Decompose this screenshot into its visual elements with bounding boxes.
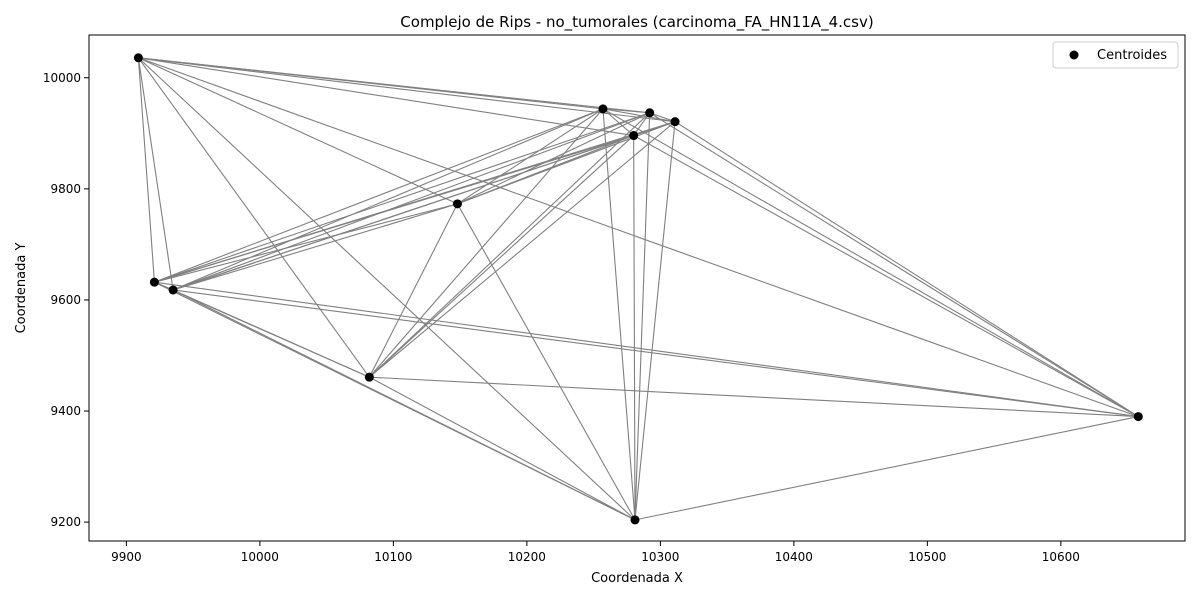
x-tick-label: 10200 xyxy=(508,550,546,564)
edge-2-5 xyxy=(457,112,650,205)
centroid-point xyxy=(149,277,159,287)
centroid-point xyxy=(598,104,608,114)
legend: Centroides xyxy=(1052,41,1179,69)
y-tick-label: 9800 xyxy=(50,182,81,196)
points-layer xyxy=(133,53,1143,525)
edge-1-9 xyxy=(602,108,1139,418)
edge-4-7 xyxy=(172,135,634,291)
edge-0-6 xyxy=(137,57,155,283)
y-axis-ticks: 9200 9400 9600 9800 10000 xyxy=(43,71,89,529)
y-tick-label: 9200 xyxy=(50,515,81,529)
centroid-point xyxy=(1133,412,1143,422)
edge-1-6 xyxy=(154,108,604,283)
edge-2-6 xyxy=(154,112,650,283)
edge-1-3 xyxy=(602,108,676,123)
edge-4-8 xyxy=(368,135,635,378)
centroid-point xyxy=(364,372,374,382)
edge-4-9 xyxy=(633,135,1139,418)
x-tick-label: 10300 xyxy=(641,550,679,564)
y-tick-label: 9600 xyxy=(50,293,81,307)
edge-4-5 xyxy=(457,135,634,205)
x-tick-label: 10400 xyxy=(775,550,813,564)
legend-marker xyxy=(1069,50,1079,60)
edge-1-7 xyxy=(172,108,604,291)
edge-3-9 xyxy=(674,121,1139,418)
edge-1-5 xyxy=(457,108,604,205)
centroid-point xyxy=(168,285,178,295)
edges-layer xyxy=(137,57,1139,521)
edge-5-10 xyxy=(456,203,636,521)
x-axis-label: Coordenada X xyxy=(591,571,683,586)
edge-1-8 xyxy=(368,108,604,378)
edge-7-10 xyxy=(172,289,636,521)
edge-7-9 xyxy=(173,289,1139,418)
edge-6-9 xyxy=(154,281,1139,418)
x-tick-label: 9900 xyxy=(111,550,142,564)
x-tick-label: 10000 xyxy=(241,550,279,564)
y-tick-label: 9400 xyxy=(50,404,81,418)
edge-3-8 xyxy=(368,121,676,378)
centroid-point xyxy=(452,199,462,209)
edge-8-9 xyxy=(369,376,1139,418)
edge-2-10 xyxy=(634,112,651,520)
edge-0-4 xyxy=(138,57,634,137)
legend-box xyxy=(1052,41,1179,69)
x-tick-label: 10500 xyxy=(908,550,946,564)
edge-2-8 xyxy=(368,112,651,378)
edge-0-9 xyxy=(138,57,1139,418)
x-axis-ticks: 9900 10000 10100 10200 10300 10400 10500 10600 xyxy=(111,541,1080,564)
centroid-point xyxy=(670,117,680,127)
y-tick-label: 10000 xyxy=(43,71,81,85)
edge-1-4 xyxy=(602,108,635,136)
edge-5-7 xyxy=(172,203,458,291)
edge-8-10 xyxy=(369,376,636,521)
centroid-point xyxy=(629,131,639,141)
edge-7-8 xyxy=(172,289,370,378)
y-axis-label: Coordenada Y xyxy=(14,243,29,334)
legend-label: Centroides xyxy=(1097,48,1167,63)
centroid-point xyxy=(630,515,640,525)
edge-0-2 xyxy=(138,57,650,114)
edge-2-7 xyxy=(172,112,650,291)
plot-frame xyxy=(88,34,1186,542)
edge-2-4 xyxy=(633,112,651,136)
edge-0-10 xyxy=(138,57,636,521)
x-tick-label: 10100 xyxy=(374,550,412,564)
centroid-point xyxy=(645,108,655,118)
edge-9-10 xyxy=(634,416,1139,521)
edge-0-8 xyxy=(137,57,370,378)
edge-5-6 xyxy=(154,203,458,283)
x-tick-label: 10600 xyxy=(1042,550,1080,564)
edge-5-8 xyxy=(368,203,458,378)
chart-title: Complejo de Rips - no_tumorales (carcino… xyxy=(400,13,873,32)
edge-0-3 xyxy=(138,57,676,123)
edge-4-10 xyxy=(633,135,636,520)
edge-0-5 xyxy=(138,57,458,205)
edge-4-6 xyxy=(154,135,634,283)
edge-1-2 xyxy=(602,108,650,114)
edge-0-7 xyxy=(137,57,174,291)
edge-2-9 xyxy=(649,112,1139,418)
edge-1-10 xyxy=(602,108,636,520)
centroid-point xyxy=(133,53,143,63)
edge-3-10 xyxy=(634,121,676,520)
